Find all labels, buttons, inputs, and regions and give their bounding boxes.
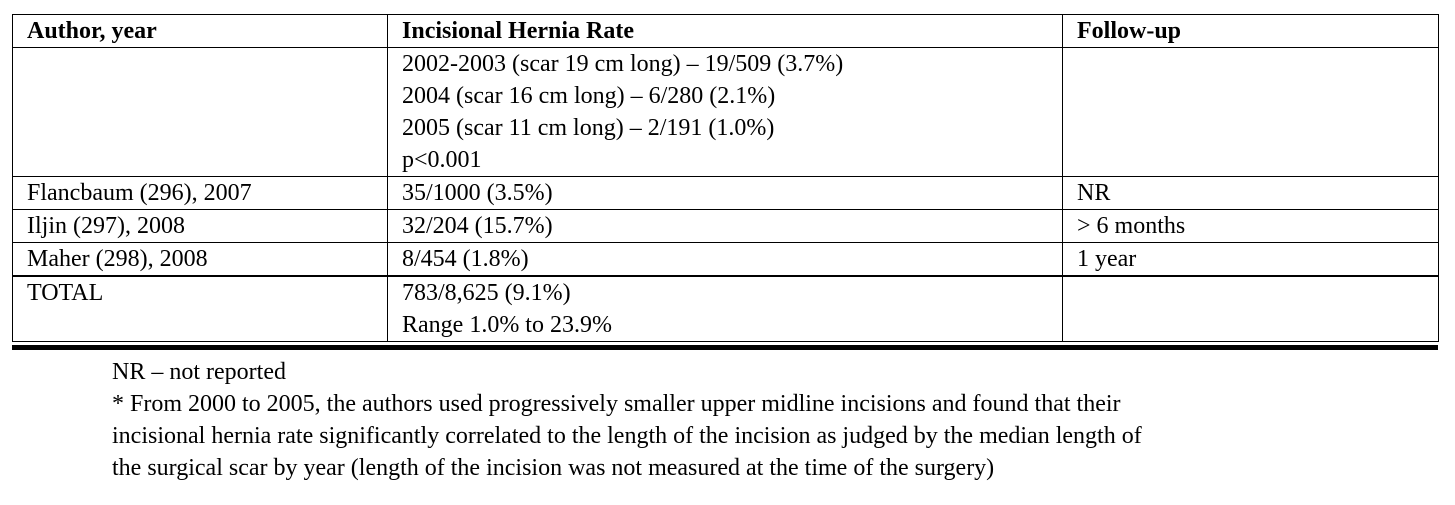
rate-line: 2002-2003 (scar 19 cm long) – 19/509 (3.…: [402, 51, 844, 77]
abbreviation-note: NR – not reported: [112, 359, 286, 385]
followup-cell: 1 year: [1062, 242, 1439, 277]
total-range-line: Range 1.0% to 23.9%: [402, 312, 612, 338]
table-row: 2002-2003 (scar 19 cm long) – 19/509 (3.…: [12, 47, 1439, 177]
followup-cell: > 6 months: [1062, 209, 1439, 243]
rate-line: p<0.001: [402, 147, 482, 173]
column-header-author: Author, year: [12, 14, 388, 48]
hernia-rate-table-container: Author, year Incisional Hernia Rate Foll…: [12, 14, 1439, 342]
rate-line: 8/454 (1.8%): [402, 246, 529, 272]
author-cell: Maher (298), 2008: [12, 242, 388, 277]
total-followup-cell: [1062, 275, 1439, 342]
footnote-line: incisional hernia rate significantly cor…: [112, 423, 1142, 449]
rate-cell: 32/204 (15.7%): [387, 209, 1063, 243]
followup-cell: NR: [1062, 176, 1439, 210]
followup-cell: [1062, 47, 1439, 177]
rate-cell: 35/1000 (3.5%): [387, 176, 1063, 210]
total-row: TOTAL 783/8,625 (9.1%) Range 1.0% to 23.…: [12, 275, 1439, 342]
table-row: Iljin (297), 2008 32/204 (15.7%) > 6 mon…: [12, 209, 1439, 243]
table-row: Maher (298), 2008 8/454 (1.8%) 1 year: [12, 242, 1439, 277]
footnote-line: * From 2000 to 2005, the authors used pr…: [112, 391, 1121, 417]
rate-cell: 8/454 (1.8%): [387, 242, 1063, 277]
column-header-followup: Follow-up: [1062, 14, 1439, 48]
rate-line: 32/204 (15.7%): [402, 213, 553, 239]
total-label-cell: TOTAL: [12, 275, 388, 342]
rate-cell: 2002-2003 (scar 19 cm long) – 19/509 (3.…: [387, 47, 1063, 177]
table-header-row: Author, year Incisional Hernia Rate Foll…: [12, 14, 1439, 48]
total-rate-line: 783/8,625 (9.1%): [402, 280, 571, 306]
author-cell: [12, 47, 388, 177]
rate-line: 2005 (scar 11 cm long) – 2/191 (1.0%): [402, 115, 775, 141]
total-rate-cell: 783/8,625 (9.1%) Range 1.0% to 23.9%: [387, 275, 1063, 342]
table-row: Flancbaum (296), 2007 35/1000 (3.5%) NR: [12, 176, 1439, 210]
footnote-line: the surgical scar by year (length of the…: [112, 455, 995, 481]
rate-line: 2004 (scar 16 cm long) – 6/280 (2.1%): [402, 83, 776, 109]
author-cell: Iljin (297), 2008: [12, 209, 388, 243]
column-header-rate: Incisional Hernia Rate: [387, 14, 1063, 48]
table-notes: NR – not reported * From 2000 to 2005, t…: [112, 356, 1422, 484]
table-bottom-rule: [12, 345, 1438, 350]
hernia-rate-table: Author, year Incisional Hernia Rate Foll…: [12, 14, 1439, 342]
rate-line: 35/1000 (3.5%): [402, 180, 553, 206]
author-cell: Flancbaum (296), 2007: [12, 176, 388, 210]
